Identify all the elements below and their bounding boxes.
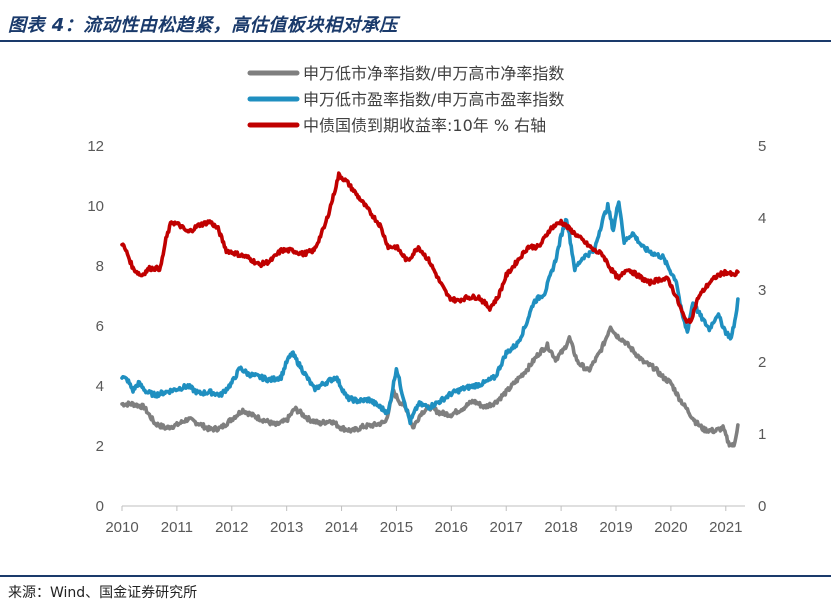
x-tick-label: 2021: [709, 519, 742, 536]
y-right-tick-label: 4: [758, 210, 766, 227]
y-left-tick-label: 8: [96, 258, 104, 275]
x-tick-label: 2018: [544, 519, 577, 536]
x-tick-label: 2013: [270, 519, 303, 536]
y-right-tick-label: 5: [758, 138, 766, 155]
legend-label-3: 中债国债到期收益率:10年 % 右轴: [303, 116, 546, 135]
y-right-tick-label: 3: [758, 282, 766, 299]
series-line-3: [120, 171, 740, 325]
series-line-1: [120, 325, 740, 448]
y-left-tick-label: 2: [96, 438, 104, 455]
header: 图表 4：流动性由松趋紧，高估值板块相对承压: [0, 0, 831, 42]
y-left-tick-label: 10: [87, 198, 104, 215]
x-axis: 2010 2011 2012 2013 2014 2015 2016 2017 2018 2019…: [105, 506, 742, 536]
footer-divider: [0, 575, 831, 577]
y-left-tick-label: 6: [96, 318, 104, 335]
x-tick-label: 2012: [215, 519, 248, 536]
legend-label-1: 申万低市净率指数/申万高市净率指数: [303, 64, 564, 83]
x-tick-label: 2014: [325, 519, 358, 536]
y-left-tick-label: 12: [87, 138, 104, 155]
series-line-2: [120, 200, 740, 426]
y-left-tick-label: 4: [96, 378, 104, 395]
x-tick-label: 2016: [435, 519, 468, 536]
y-right-tick-label: 2: [758, 354, 766, 371]
source-note: 来源：Wind、国金证券研究所: [8, 585, 198, 601]
x-tick-label: 2019: [599, 519, 632, 536]
x-tick-label: 2011: [161, 519, 193, 536]
series-layer: [120, 171, 740, 448]
y-right-tick-label: 1: [758, 426, 766, 443]
x-tick-label: 2020: [654, 519, 687, 536]
x-tick-label: 2017: [490, 519, 523, 536]
line-chart: 申万低市净率指数/申万高市净率指数申万低市盈率指数/申万高市盈率指数中债国债到期…: [87, 64, 766, 536]
legend: 申万低市净率指数/申万高市净率指数申万低市盈率指数/申万高市盈率指数中债国债到期…: [247, 64, 564, 135]
page-title: 图表 4：流动性由松趋紧，高估值板块相对承压: [8, 15, 398, 36]
x-tick-label: 2015: [380, 519, 413, 536]
x-tick-label: 2010: [105, 519, 138, 536]
legend-label-2: 申万低市盈率指数/申万高市盈率指数: [303, 90, 564, 109]
y-right-tick-label: 0: [758, 498, 766, 515]
title-divider: [0, 40, 831, 42]
y-axis-right: 0 1 2 3 4 5: [758, 138, 766, 515]
y-axis-left: 0 2 4 6 8 10 12: [87, 138, 104, 515]
y-left-tick-label: 0: [96, 498, 104, 515]
